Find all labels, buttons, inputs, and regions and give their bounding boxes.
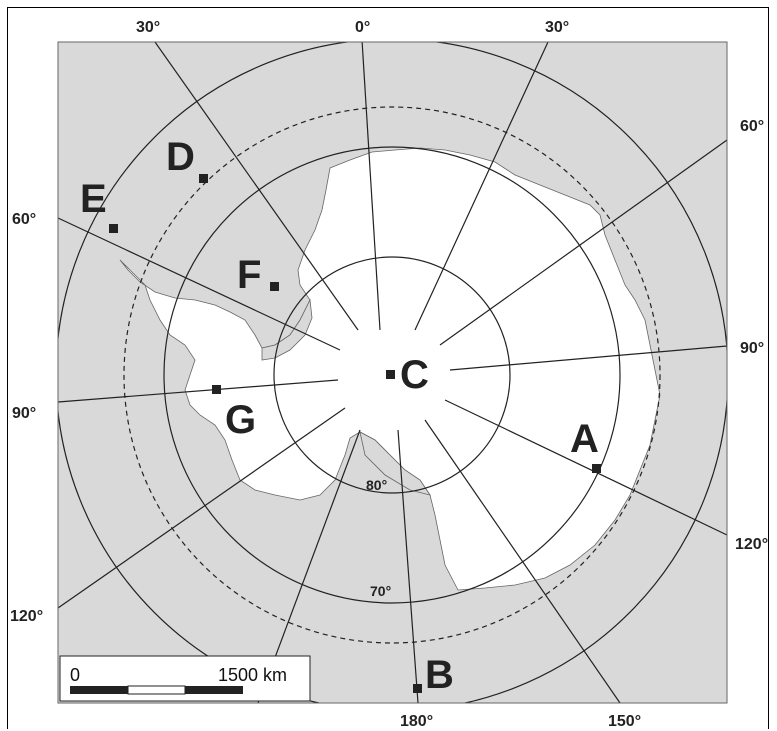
antarctica-land (119, 147, 661, 591)
scale-bar: 0 1500 km (59, 655, 311, 702)
meridian-0 (361, 42, 381, 331)
point-label-d: D (166, 135, 195, 179)
latitude-label-70: 70° (370, 583, 391, 599)
point-label-a: A (570, 417, 599, 461)
meridian-30w (154, 42, 359, 331)
meridian-150e (424, 419, 621, 703)
lon-label-right-90: 90° (740, 340, 764, 357)
lon-label-right-120: 120° (735, 536, 768, 553)
scale-segment-3 (185, 686, 243, 694)
meridians (58, 42, 727, 703)
point-label-b: B (425, 653, 454, 697)
point-marker-a (592, 464, 601, 473)
point-marker-e (109, 224, 118, 233)
lon-label-bottom-180: 180° (400, 713, 433, 730)
lon-label-top-0: 0° (355, 19, 370, 36)
meridian-60e (439, 139, 727, 346)
lon-label-top-30w: 30° (136, 19, 160, 36)
meridian-180 (397, 429, 419, 703)
scale-segment-2 (127, 685, 186, 695)
latitude-label-80: 80° (366, 477, 387, 493)
scale-segment-1 (70, 686, 128, 694)
point-marker-g (212, 385, 221, 394)
point-marker-b (413, 684, 422, 693)
point-label-f: F (237, 253, 261, 297)
scale-start-label: 0 (70, 665, 80, 685)
map-border (57, 41, 728, 704)
point-label-g: G (225, 398, 256, 442)
point-marker-f (270, 282, 279, 291)
latitude-circle-80 (273, 256, 511, 494)
lon-label-bottom-150: 150° (608, 713, 641, 730)
ice-shelf-2 (359, 431, 431, 496)
ice-shelf (261, 298, 313, 361)
meridian-120w (58, 407, 346, 609)
latitude-circle-60 (123, 106, 661, 644)
meridian-60w (58, 217, 341, 351)
meridian-30e (414, 42, 549, 331)
lon-label-top-30e: 30° (545, 19, 569, 36)
scale-end-label: 1500 km (218, 665, 287, 685)
latitude-circle-70 (163, 146, 621, 604)
meridian-90w (58, 379, 339, 403)
meridian-120e (444, 399, 727, 536)
point-label-c: C (400, 353, 429, 397)
point-marker-d (199, 174, 208, 183)
lon-label-right-60: 60° (740, 118, 764, 135)
point-label-e: E (80, 177, 107, 221)
map-frame (7, 7, 769, 729)
point-marker-c (386, 370, 395, 379)
meridian-90e (449, 345, 727, 371)
lon-label-left-90: 90° (12, 405, 36, 422)
lon-label-left-120: 120° (10, 608, 43, 625)
lon-label-left-60: 60° (12, 211, 36, 228)
